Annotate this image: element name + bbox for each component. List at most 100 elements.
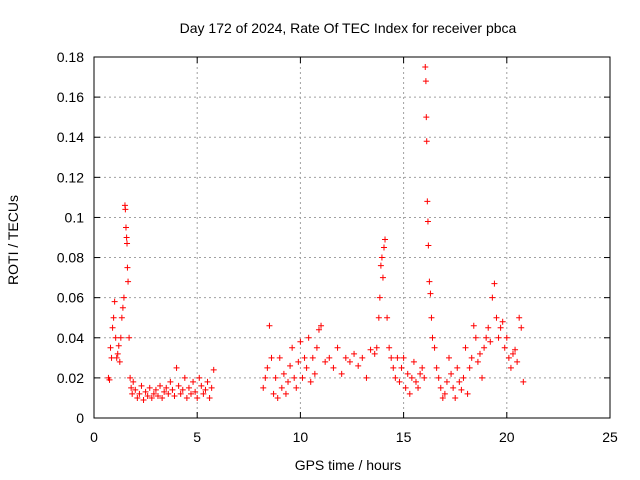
data-point <box>456 378 463 385</box>
data-point <box>379 274 386 281</box>
x-tick-label: 20 <box>499 429 515 445</box>
data-point <box>113 354 120 361</box>
y-tick-label: 0.02 <box>57 370 84 386</box>
data-point <box>165 390 172 397</box>
data-point <box>485 324 492 331</box>
data-point <box>470 322 477 329</box>
data-point <box>109 324 116 331</box>
y-tick-label: 0.1 <box>65 209 85 225</box>
x-tick-label: 25 <box>602 429 618 445</box>
data-point <box>419 364 426 371</box>
data-point <box>483 334 490 341</box>
data-point <box>196 374 203 381</box>
data-point <box>116 358 123 365</box>
data-point <box>378 254 385 261</box>
data-point <box>287 362 294 369</box>
data-point <box>423 114 430 121</box>
data-point <box>351 350 358 357</box>
data-point <box>157 382 164 389</box>
data-point <box>371 350 378 357</box>
data-point <box>159 394 166 401</box>
data-point <box>476 350 483 357</box>
data-point <box>423 138 430 145</box>
data-point <box>439 394 446 401</box>
data-point <box>398 364 405 371</box>
data-point <box>458 386 465 393</box>
data-point <box>169 386 176 393</box>
data-point <box>134 394 141 401</box>
data-point <box>274 394 281 401</box>
data-point <box>501 344 508 351</box>
data-point <box>408 374 415 381</box>
data-point <box>194 394 201 401</box>
x-axis-label: GPS time / hours <box>295 457 402 473</box>
data-point <box>359 354 366 361</box>
data-point <box>315 326 322 333</box>
data-point <box>127 374 134 381</box>
data-point <box>497 324 504 331</box>
y-tick-label: 0.12 <box>57 169 84 185</box>
data-point <box>161 388 168 395</box>
data-point <box>146 384 153 391</box>
data-point <box>295 358 302 365</box>
data-point <box>512 346 519 353</box>
data-point <box>415 384 422 391</box>
data-point <box>140 396 147 403</box>
data-point <box>472 334 479 341</box>
data-point <box>410 358 417 365</box>
y-tick-label: 0.06 <box>57 290 84 306</box>
data-point <box>118 314 125 321</box>
y-tick-label: 0.08 <box>57 250 84 266</box>
data-point <box>441 390 448 397</box>
data-point <box>386 344 393 351</box>
data-point <box>396 378 403 385</box>
data-point <box>125 278 132 285</box>
data-point <box>282 390 289 397</box>
data-point <box>128 384 135 391</box>
data-point <box>270 390 277 397</box>
data-point <box>460 374 467 381</box>
data-point <box>198 382 205 389</box>
data-point <box>119 304 126 311</box>
data-point <box>129 390 136 397</box>
data-point <box>110 314 117 321</box>
data-point <box>380 244 387 251</box>
data-point <box>192 388 199 395</box>
data-point <box>468 354 475 361</box>
data-point <box>388 354 395 361</box>
data-point <box>520 378 527 385</box>
data-point <box>188 390 195 397</box>
data-point <box>278 384 285 391</box>
data-point <box>299 374 306 381</box>
data-point <box>342 354 349 361</box>
y-tick-label: 0.16 <box>57 89 84 105</box>
data-point <box>384 314 391 321</box>
data-point <box>318 322 325 329</box>
data-point <box>367 346 374 353</box>
data-point <box>130 378 137 385</box>
data-point <box>433 364 440 371</box>
data-point <box>152 386 159 393</box>
data-point <box>108 354 115 361</box>
data-point <box>307 378 314 385</box>
data-point <box>489 294 496 301</box>
data-point <box>503 334 510 341</box>
data-point <box>326 354 333 361</box>
data-point <box>285 378 292 385</box>
data-point <box>120 294 127 301</box>
data-point <box>264 364 271 371</box>
chart-title: Day 172 of 2024, Rate Of TEC Index for r… <box>180 20 517 36</box>
data-point <box>150 390 157 397</box>
data-point <box>115 342 122 349</box>
data-point <box>138 382 145 389</box>
data-point <box>382 236 389 243</box>
data-point <box>412 378 419 385</box>
data-point <box>355 362 362 369</box>
data-point <box>424 198 431 205</box>
data-point <box>210 366 217 373</box>
data-point <box>400 354 407 361</box>
data-point <box>493 314 500 321</box>
data-point <box>452 394 459 401</box>
data-point <box>124 264 131 271</box>
